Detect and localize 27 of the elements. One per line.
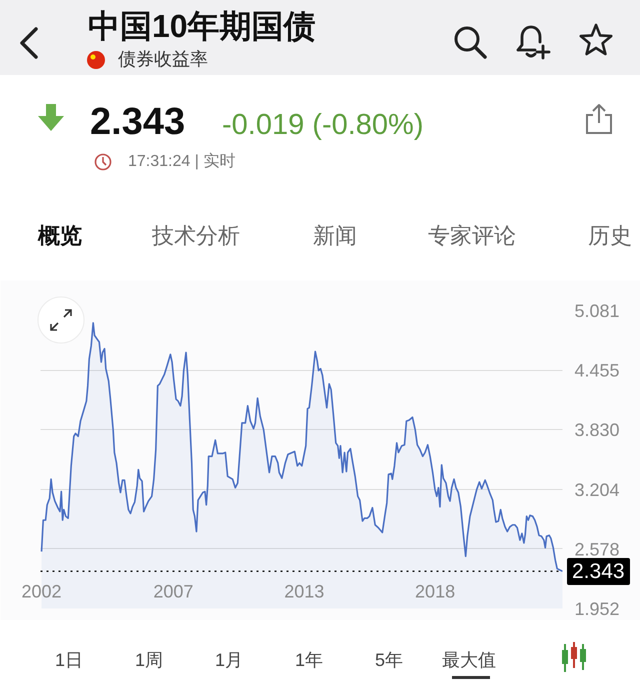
text: 历史 xyxy=(588,223,632,250)
text: 最大值 xyxy=(442,650,496,672)
text: 1月 xyxy=(215,650,244,672)
text: 专家评论 xyxy=(428,223,516,250)
text: 2.343 xyxy=(90,100,186,145)
y-tick-label: 3.830 xyxy=(574,420,620,440)
x-tick-label: 2002 xyxy=(22,582,62,602)
y-tick-label: 2.578 xyxy=(574,539,620,560)
ref-line-label: 2.343 xyxy=(567,558,630,586)
text: 1日 xyxy=(55,650,84,672)
y-tick-label: 5.081 xyxy=(574,301,620,321)
text: 技术分析 xyxy=(152,223,240,250)
text: 新闻 xyxy=(313,223,357,250)
y-tick-label: 3.204 xyxy=(574,480,620,500)
chart-subtitle: 债券收益率 xyxy=(118,49,208,71)
text: 1周 xyxy=(135,650,164,672)
text: 17:31:24 | 实时 xyxy=(128,152,236,172)
x-tick-label: 2018 xyxy=(415,582,456,602)
text: 5年 xyxy=(375,650,404,672)
x-tick-label: 2013 xyxy=(284,582,324,602)
y-tick-label: 1.952 xyxy=(574,599,620,619)
text: -0.019 (-0.80%) xyxy=(222,108,424,143)
chart-title: 中国10年期国债 xyxy=(88,7,316,46)
text: 概览 xyxy=(38,223,82,250)
text: 1年 xyxy=(295,650,324,672)
y-tick-label: 4.455 xyxy=(574,360,620,381)
x-tick-label: 2007 xyxy=(153,582,194,602)
